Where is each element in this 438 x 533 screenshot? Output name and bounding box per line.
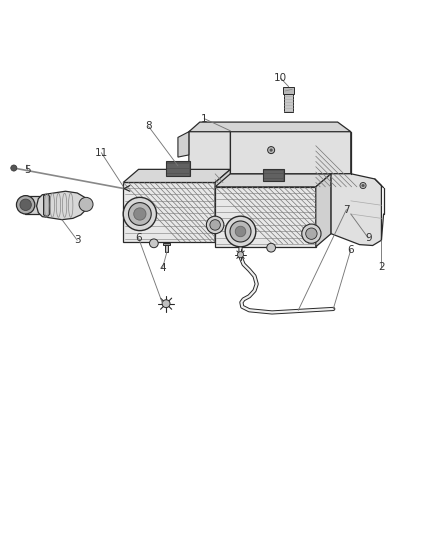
Circle shape	[269, 149, 272, 151]
Circle shape	[305, 228, 316, 239]
Text: 8: 8	[145, 122, 152, 132]
Polygon shape	[284, 94, 292, 112]
Text: 1: 1	[201, 114, 207, 124]
Polygon shape	[177, 132, 188, 157]
Circle shape	[16, 196, 35, 214]
Circle shape	[267, 147, 274, 154]
Circle shape	[237, 252, 243, 258]
Circle shape	[134, 208, 146, 220]
Polygon shape	[123, 169, 230, 182]
Circle shape	[230, 221, 251, 242]
Polygon shape	[25, 196, 43, 214]
Text: 9: 9	[364, 233, 371, 243]
Text: 4: 4	[159, 263, 166, 273]
Polygon shape	[330, 174, 381, 246]
Circle shape	[206, 216, 223, 233]
Text: 5: 5	[25, 165, 31, 175]
Polygon shape	[123, 182, 215, 242]
Circle shape	[149, 239, 158, 248]
Polygon shape	[215, 174, 330, 187]
Text: 6: 6	[347, 245, 353, 255]
Polygon shape	[188, 122, 350, 132]
Circle shape	[359, 182, 365, 189]
Polygon shape	[215, 187, 315, 247]
Circle shape	[235, 226, 245, 237]
Polygon shape	[315, 174, 330, 247]
Text: 2: 2	[377, 262, 384, 271]
Circle shape	[123, 197, 156, 231]
Polygon shape	[188, 126, 230, 169]
Circle shape	[301, 224, 320, 243]
Circle shape	[209, 220, 220, 230]
Circle shape	[266, 243, 275, 252]
Circle shape	[128, 203, 151, 225]
Circle shape	[162, 300, 170, 308]
Polygon shape	[230, 126, 350, 174]
Circle shape	[79, 197, 93, 212]
Polygon shape	[263, 169, 284, 181]
Polygon shape	[36, 191, 87, 220]
Text: 11: 11	[95, 148, 108, 158]
Polygon shape	[166, 161, 189, 176]
Circle shape	[11, 165, 17, 171]
Polygon shape	[164, 246, 168, 252]
Circle shape	[361, 184, 364, 187]
Text: 6: 6	[135, 233, 141, 243]
Circle shape	[20, 199, 31, 211]
Circle shape	[225, 216, 255, 247]
Polygon shape	[215, 169, 230, 242]
Text: 7: 7	[343, 205, 349, 215]
Polygon shape	[163, 243, 169, 246]
Polygon shape	[283, 87, 293, 94]
Text: 10: 10	[274, 74, 287, 83]
Polygon shape	[43, 194, 49, 216]
Text: 3: 3	[74, 235, 81, 245]
